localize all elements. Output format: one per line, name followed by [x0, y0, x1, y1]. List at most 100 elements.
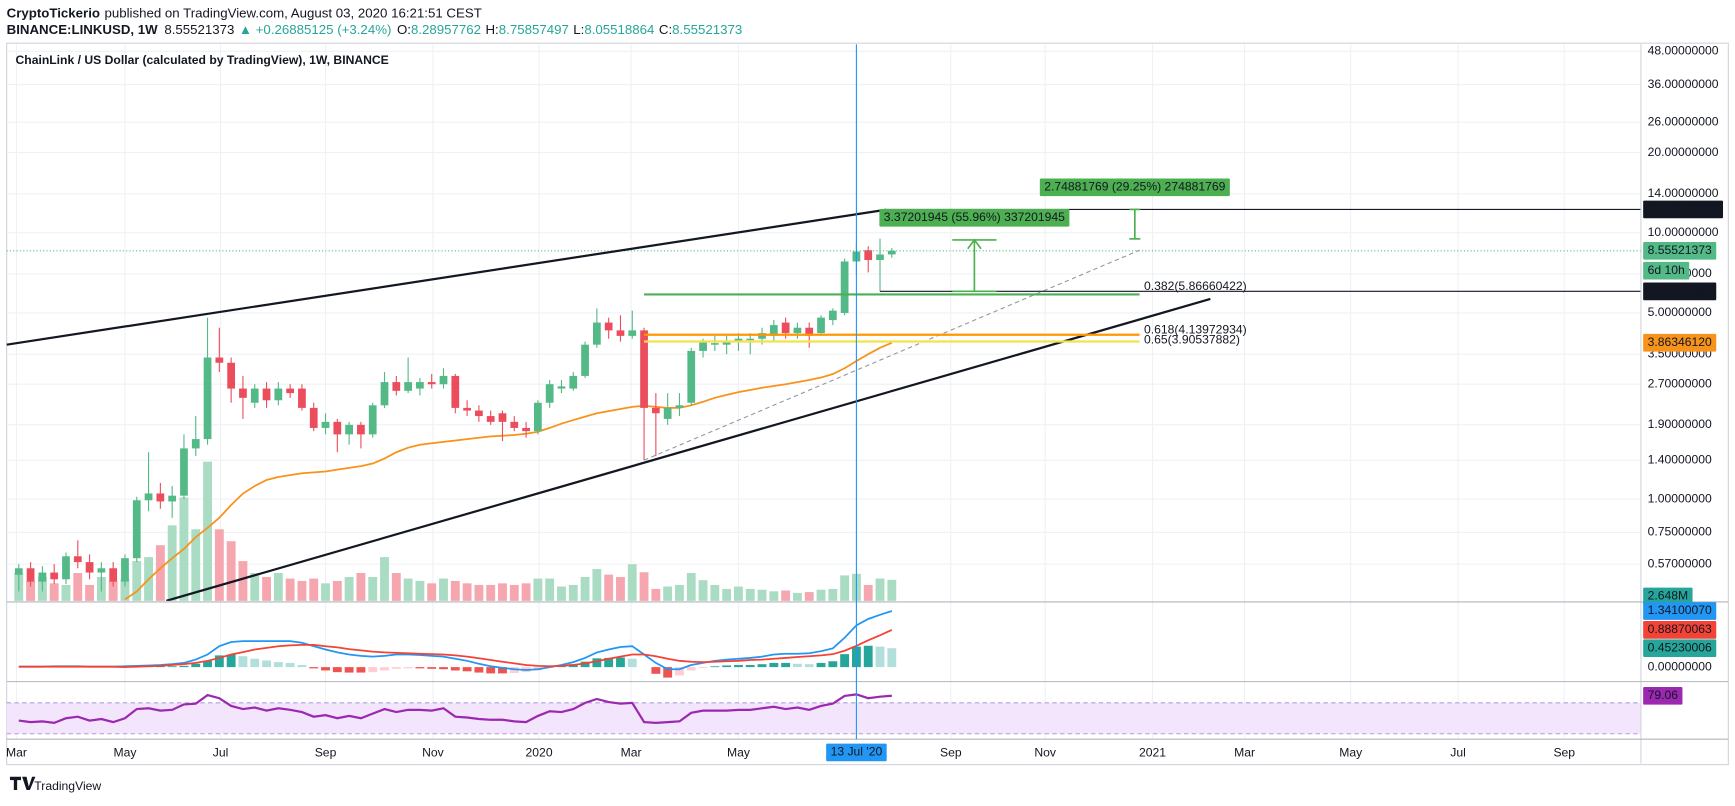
x-tick-label: Mar [1234, 746, 1255, 760]
macd-histogram-bar [698, 667, 708, 668]
y-tick-label: 20.00000000 [1648, 145, 1719, 159]
candle-body [97, 568, 106, 573]
macd-histogram-bar [616, 657, 625, 668]
macd-histogram-bar [592, 658, 602, 668]
candle-body [663, 407, 672, 419]
volume-bar [568, 584, 578, 601]
volume-value-label: 2.648M [1648, 589, 1689, 603]
macd-histogram-bar [321, 667, 330, 671]
candle-body [191, 439, 200, 449]
volume-bar [698, 580, 708, 601]
volume-bar [627, 564, 637, 601]
candle-body [109, 568, 118, 582]
candle-body [864, 250, 873, 261]
last-price-label-bg [1643, 241, 1717, 260]
volume-bar [214, 529, 224, 601]
fib-label: 0.65(3.90537882) [1144, 333, 1240, 347]
chart-frame [6, 42, 1729, 766]
macd-tick-label: 0.00000000 [1648, 659, 1712, 673]
volume-bar [427, 583, 437, 601]
volume-bar [769, 591, 779, 601]
volume-bar [439, 578, 448, 601]
volume-bar [297, 580, 307, 601]
candle-body [769, 325, 778, 336]
macd-histogram-bar [179, 665, 189, 668]
y-tick-label: 1.00000000 [1648, 491, 1712, 505]
ohlc-label: L: [573, 21, 584, 36]
volume-bar [309, 578, 319, 601]
volume-bar [722, 588, 732, 601]
macd-histogram-bar [285, 662, 295, 668]
volume-bar [155, 545, 165, 601]
volume-bar [391, 573, 401, 601]
y-tick-label: 1.40000000 [1648, 452, 1712, 466]
volume-bar [651, 588, 661, 601]
macd-histogram-bar [427, 667, 437, 669]
measure-label: 3.37201945 (55.96%) 337201945 [884, 210, 1065, 224]
macd-histogram-bar [262, 660, 271, 668]
macd-histogram-bar [498, 667, 507, 674]
candle-body [144, 493, 153, 501]
candle-body [333, 421, 342, 435]
candle-body [26, 568, 35, 582]
published-info: published on TradingView.com, August 03,… [104, 5, 481, 20]
macd-histogram-bar [403, 667, 413, 669]
moving-average [124, 341, 893, 601]
candle-body [486, 416, 495, 422]
candle-body [168, 495, 177, 502]
volume-bar [533, 578, 543, 601]
y-tick-label: 10.00000000 [1648, 225, 1719, 239]
line-price-label: 6.02539302 [1648, 284, 1712, 298]
candle-body [828, 310, 837, 321]
volume-bar [73, 573, 83, 601]
x-tick-label: Mar [621, 746, 642, 760]
ohlc-label: O: [397, 21, 411, 36]
measure-label-bg [1039, 178, 1230, 197]
candle-body [522, 427, 530, 432]
y-tick-label: 26.00000000 [1648, 114, 1719, 128]
x-tick-label: Nov [1034, 746, 1057, 760]
x-tick-label: Sep [940, 746, 962, 760]
volume-bar [509, 584, 519, 601]
macd-histogram-bar [734, 665, 743, 668]
volume-bar [663, 586, 673, 601]
macd-histogram-bar [887, 648, 897, 668]
macd-histogram-bar [840, 654, 850, 668]
candle-body [286, 388, 295, 394]
grid-layer [6, 44, 1641, 740]
crosshair-label: 13 Jul '20 [831, 745, 883, 759]
line-price-label: 12.23270186 [1648, 202, 1719, 216]
macd-histogram-bar [203, 660, 212, 668]
volume-bar [49, 583, 59, 601]
line-price-label-bg [1643, 200, 1724, 219]
y-tick-label: 1.90000000 [1648, 417, 1712, 431]
macd-histogram-bar [792, 663, 802, 668]
y-tick-label: 36.00000000 [1648, 77, 1719, 91]
macd-histogram-bar [226, 654, 236, 668]
x-tick-label: Jul [1450, 746, 1466, 760]
signal-value-label-bg [1643, 621, 1717, 639]
volume-bar [356, 573, 366, 601]
volume-bar [604, 574, 614, 601]
macd-histogram-bar [486, 667, 496, 674]
volume-value-label-bg [1643, 587, 1693, 606]
y-tick-label: 0.57000000 [1648, 556, 1712, 570]
macd-histogram-bar [769, 662, 779, 668]
volume-bar [191, 529, 201, 601]
macd-histogram-bar [627, 658, 637, 668]
volume-bar [344, 576, 354, 601]
macd-histogram-bar [474, 667, 484, 673]
x-tick-label: 2021 [1139, 746, 1166, 760]
header-change: ▲ +0.26885125 (+3.24%) [239, 21, 392, 36]
volume-bar [863, 584, 873, 601]
y-tick-label: 0.75000000 [1648, 525, 1712, 539]
candle-body [534, 402, 542, 432]
x-tick-label: May [113, 746, 137, 760]
candle-body [345, 424, 353, 435]
volume-bar [498, 583, 507, 601]
candle-body [427, 382, 436, 385]
x-tick-label: Nov [422, 746, 445, 760]
footer-logo: TradingView [9, 776, 101, 793]
candle-body [805, 327, 814, 336]
volume-bar [167, 525, 177, 601]
